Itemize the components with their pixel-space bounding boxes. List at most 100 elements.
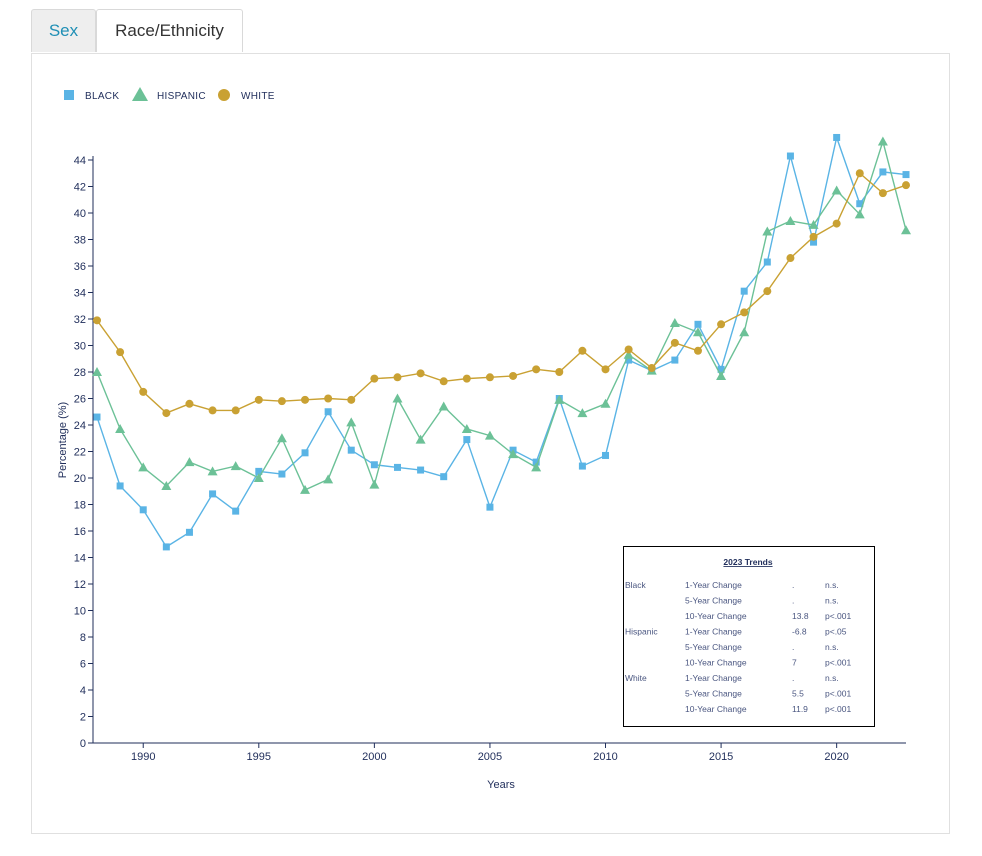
data-point-black	[486, 503, 494, 511]
data-point-hispanic	[369, 479, 380, 489]
data-point-white	[231, 406, 240, 415]
legend-marker-black	[64, 90, 74, 100]
data-point-white	[532, 365, 541, 374]
legend: BLACK HISPANIC WHITE	[64, 87, 275, 102]
tab-race-ethnicity[interactable]: Race/Ethnicity	[96, 9, 243, 52]
data-point-black	[717, 365, 725, 373]
trend-change-value: 5.5	[792, 689, 804, 699]
data-point-black	[902, 171, 910, 179]
trend-significance: n.s.	[825, 642, 839, 652]
tab-sex[interactable]: Sex	[31, 9, 96, 52]
data-point-hispanic	[716, 370, 727, 380]
x-tick-label: 1995	[247, 751, 271, 763]
data-point-black	[255, 467, 263, 475]
data-point-black	[347, 446, 355, 454]
data-point-hispanic	[808, 219, 819, 229]
data-point-black	[301, 449, 309, 457]
trend-significance: n.s.	[825, 673, 839, 683]
trends-table-row: 5-Year Change. n.s.	[685, 642, 839, 652]
series-line-black	[96, 134, 907, 548]
data-point-white	[254, 395, 263, 404]
data-point-hispanic	[762, 226, 773, 236]
data-point-white	[301, 395, 310, 404]
data-point-white	[763, 287, 772, 296]
trend-change-value: .	[792, 580, 794, 590]
legend-item-hispanic[interactable]: HISPANIC	[132, 87, 206, 102]
data-point-hispanic	[484, 430, 495, 440]
series-white	[93, 169, 910, 418]
data-point-hispanic	[623, 349, 634, 359]
series-black	[93, 133, 910, 551]
y-tick-label: 0	[80, 738, 86, 750]
data-point-hispanic	[877, 136, 888, 146]
data-point-white	[393, 373, 402, 382]
data-point-black	[278, 470, 286, 478]
data-point-hispanic	[300, 484, 311, 494]
legend-marker-white	[218, 89, 230, 101]
y-tick-label: 6	[80, 659, 86, 671]
x-tick-label: 2015	[709, 751, 733, 763]
y-tick-label: 2	[80, 712, 86, 724]
trends-table-row: Black 1-Year Change. n.s.	[625, 580, 839, 590]
trend-change-value: 11.9	[792, 704, 808, 714]
data-point-black	[532, 458, 540, 466]
data-point-black	[578, 462, 586, 470]
data-point-hispanic	[669, 317, 680, 327]
data-point-hispanic	[184, 457, 195, 467]
trend-change-value: -6.8	[792, 627, 807, 637]
data-point-white	[277, 397, 286, 406]
series-layer	[92, 133, 911, 551]
data-point-white	[555, 368, 564, 376]
data-point-white	[185, 399, 194, 408]
data-point-hispanic	[138, 462, 149, 472]
data-point-white	[647, 364, 656, 373]
data-point-white	[439, 377, 448, 386]
data-point-hispanic	[600, 398, 611, 408]
y-tick-label: 12	[74, 579, 86, 591]
data-point-black	[417, 466, 425, 474]
y-tick-label: 44	[74, 155, 86, 167]
data-point-white	[855, 169, 864, 178]
legend-item-black[interactable]: BLACK	[64, 90, 119, 102]
trend-significance: p<.001	[825, 658, 852, 668]
data-point-black	[786, 152, 794, 160]
data-point-black	[139, 506, 147, 514]
data-point-hispanic	[230, 461, 241, 471]
y-tick-label: 28	[74, 367, 86, 379]
data-point-white	[139, 387, 148, 396]
trend-significance: p<.001	[825, 611, 852, 621]
trend-change-label: 10-Year Change	[685, 611, 747, 621]
data-point-hispanic	[346, 417, 357, 427]
data-point-black	[763, 258, 771, 266]
legend-item-white[interactable]: WHITE	[218, 89, 275, 102]
data-point-white	[93, 316, 101, 325]
data-point-black	[324, 408, 332, 416]
data-point-white	[462, 374, 471, 383]
data-point-white	[902, 181, 910, 190]
series-line-hispanic	[96, 138, 907, 491]
data-point-hispanic	[785, 215, 796, 225]
data-point-black	[162, 543, 170, 551]
x-tick-label: 2010	[593, 751, 617, 763]
data-point-white	[509, 371, 518, 380]
y-tick-label: 10	[74, 606, 86, 618]
y-tick-label: 8	[80, 632, 86, 644]
data-point-white	[370, 374, 379, 383]
y-tick-label: 4	[80, 685, 86, 697]
trend-change-label: 5-Year Change	[685, 642, 742, 652]
trend-change-label: 1-Year Change	[685, 627, 742, 637]
data-point-hispanic	[207, 466, 218, 476]
y-tick-label: 42	[74, 182, 86, 194]
data-point-hispanic	[692, 327, 703, 337]
data-point-white	[624, 345, 633, 354]
data-point-hispanic	[323, 474, 334, 484]
trend-change-label: 1-Year Change	[685, 580, 742, 590]
data-point-white	[601, 365, 610, 374]
x-axis-title: Years	[487, 779, 515, 791]
data-point-black	[694, 320, 702, 328]
x-tick-label: 2005	[478, 751, 502, 763]
y-tick-label: 36	[74, 261, 86, 273]
legend-label-black: BLACK	[85, 91, 119, 102]
